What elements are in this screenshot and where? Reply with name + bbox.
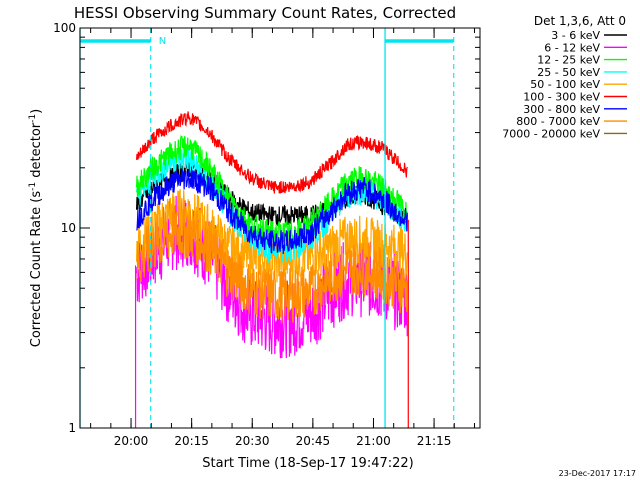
x-tick-label-3: 20:45 bbox=[296, 434, 331, 448]
x-axis-label: Start Time (18-Sep-17 19:47:22) bbox=[202, 456, 413, 471]
legend-entry-label-8: 7000 - 20000 keV bbox=[502, 127, 600, 140]
y-tick-label-1: 10 bbox=[61, 221, 76, 235]
legend-entry-label-2: 12 - 25 keV bbox=[537, 54, 600, 67]
legend-entry-label-7: 800 - 7000 keV bbox=[516, 115, 600, 128]
chart-title: HESSI Observing Summary Count Rates, Cor… bbox=[74, 4, 456, 22]
y-axis-label-sup2: -1 bbox=[28, 114, 38, 123]
legend-entry-label-4: 50 - 100 keV bbox=[530, 78, 600, 91]
series-line-7 bbox=[136, 205, 408, 324]
x-tick-label-4: 21:00 bbox=[356, 434, 391, 448]
legend-header: Det 1,3,6, Att 0 bbox=[534, 14, 626, 28]
x-tick-label-5: 21:15 bbox=[417, 434, 452, 448]
series-line-5 bbox=[135, 111, 408, 194]
x-tick-label-0: 20:00 bbox=[114, 434, 149, 448]
legend-entry-label-3: 25 - 50 keV bbox=[537, 66, 600, 79]
plot-area bbox=[134, 111, 409, 428]
legend-entry-label-0: 3 - 6 keV bbox=[551, 29, 600, 42]
footer-date: 23-Dec-2017 17:17 bbox=[559, 469, 636, 478]
axes: 1 10 100 20:00 20:15 20:30 20:45 21:00 21:15 bbox=[53, 21, 480, 448]
legend-entry-label-5: 100 - 300 keV bbox=[523, 91, 600, 104]
y-tick-label-2: 100 bbox=[53, 21, 76, 35]
x-tick-label-1: 20:15 bbox=[174, 434, 209, 448]
legend-entry-label-1: 6 - 12 keV bbox=[544, 41, 600, 54]
legend-entry-label-6: 300 - 800 keV bbox=[523, 103, 600, 116]
y-axis-label-sup1: -1 bbox=[28, 182, 38, 191]
y-axis-label-mid: detector bbox=[29, 122, 44, 182]
series-line-6 bbox=[136, 169, 408, 254]
y-axis-label-suffix: ) bbox=[29, 109, 44, 114]
y-axis-label: Corrected Count Rate (s-1 detector-1) bbox=[28, 109, 44, 347]
night-label: N bbox=[159, 36, 166, 47]
series-line-4 bbox=[135, 189, 408, 283]
x-tick-label-2: 20:30 bbox=[235, 434, 270, 448]
y-axis-label-prefix: Corrected Count Rate (s bbox=[29, 191, 44, 348]
y-tick-label-0: 1 bbox=[68, 421, 76, 435]
